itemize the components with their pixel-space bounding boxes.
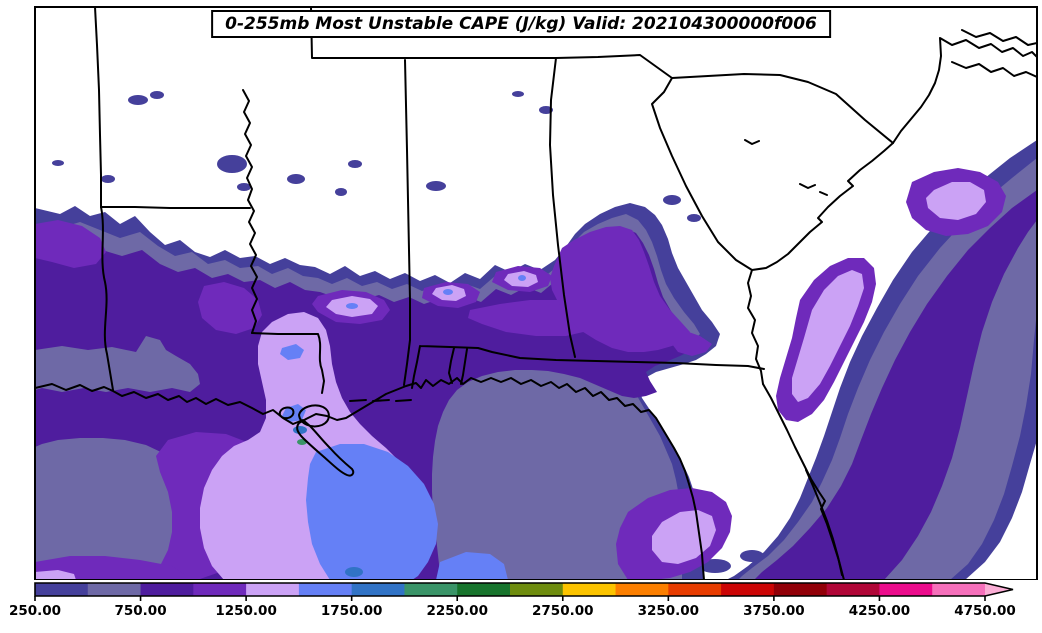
colorbar-segment [298,583,353,596]
lavender-corner [35,570,76,580]
border-northcarolina-southcarolina [671,73,894,144]
colorbar-segment [615,583,669,596]
border-texas-louisiana-sabine [100,206,114,391]
state-borders-and-coastlines [35,7,1037,580]
colorbar-tick-label: 1750.00 [321,603,383,619]
colorbar-segment [510,583,564,596]
colorbar-segment [193,583,247,596]
fill-250-scattered-blobs [52,91,764,573]
colorbar-segment [721,583,775,596]
colorbar-tick-label: 250.00 [9,603,61,619]
cape-blob [740,550,764,562]
cape-colorbar: 250.00 750.00 1250.00 1750.00 2250.00 2750.00… [9,582,1016,619]
cape-map [34,6,1038,580]
colorbar-segment [773,583,828,596]
border-texas-arkansas [94,7,102,208]
colorbar-tick-label: 3750.00 [743,603,805,619]
barrier-islands [349,399,412,402]
colorbar-tick-label: 2750.00 [532,603,594,619]
cape-blob [287,174,305,184]
colorbar-tick-label: 4250.00 [849,603,911,619]
periwinkle-dot [346,303,358,309]
lavender-atlantic-upper-core [926,182,986,220]
steel-blue-spot [345,567,363,577]
cape-blob [128,95,148,105]
lavender-atlantic-core [792,270,864,402]
colorbar-segment [879,583,933,596]
cape-blob [512,91,524,97]
cape-blob [217,155,247,173]
fill-500-coastal-strip [35,336,200,392]
colorbar-outline [34,582,1014,597]
cape-blob [150,91,164,99]
periwinkle-dot [518,275,526,281]
periwinkle-lens [280,344,304,360]
periwinkle-bottom-strip [436,552,508,580]
northcarolina-sounds [892,29,1037,144]
cape-blob [348,160,362,168]
colorbar-tick-label: 4750.00 [954,603,1016,619]
colorbar-segment [35,583,89,596]
border-alabama-georgia [549,57,576,358]
colorbar-segment [246,583,300,596]
map-frame [34,6,1038,580]
cape-blob [663,195,681,205]
colorbar-segment [668,583,722,596]
cape-blob [539,106,553,114]
gulf-coastline [35,377,705,580]
border-florida-north [411,345,765,389]
colorbar-segment [87,583,142,596]
colorbar-segment [404,583,458,596]
periwinkle-gulf [306,444,438,580]
colorbar-segment [562,583,617,596]
colorbar-segment [140,583,194,596]
violet-patch [198,282,262,334]
southcarolina-coastline [751,142,894,271]
cape-blob [335,188,347,196]
figure-title: 0-255mb Most Unstable CAPE (J/kg) Valid:… [211,10,831,38]
colorbar-tick-label: 1250.00 [215,603,277,619]
violet-patch [672,330,712,356]
colorbar-tick-label: 750.00 [115,603,167,619]
small-lakes [744,139,828,196]
fill-750-atlantic [754,190,1037,580]
cape-fill-contours [35,91,1037,580]
border-mississippi-alabama [403,59,411,386]
cape-blob [52,160,64,166]
violet-patch [35,220,106,268]
georgia-coastline [747,269,764,385]
colorbar-segment [457,583,511,596]
cape-blob [237,183,251,191]
colorbar-segment [826,583,881,596]
colorbar-segment [351,583,406,596]
colorbar-segment [932,583,986,596]
colorbar-extend-arrow [985,583,1013,596]
lake-pontchartrain [278,404,330,428]
cape-blob [426,181,446,191]
florida-lagoon-line [805,469,843,576]
lavender-atlantic-lower-core [652,510,716,564]
mississippi-river-border [242,89,258,334]
colorbar-tick-label: 2250.00 [426,603,488,619]
border-georgia-southcarolina-savannah [651,77,753,271]
periwinkle-dot [443,289,453,295]
colorbar-tick-label: 3250.00 [638,603,700,619]
fill-1500-patches [280,275,526,580]
border-louisiana-mississippi-pearl [251,332,325,394]
cape-blob [101,175,115,183]
mobile-bay [448,347,468,385]
cape-blob [687,214,701,222]
violet-patch-georgia [550,226,690,352]
border-arkansas-louisiana [100,206,251,209]
